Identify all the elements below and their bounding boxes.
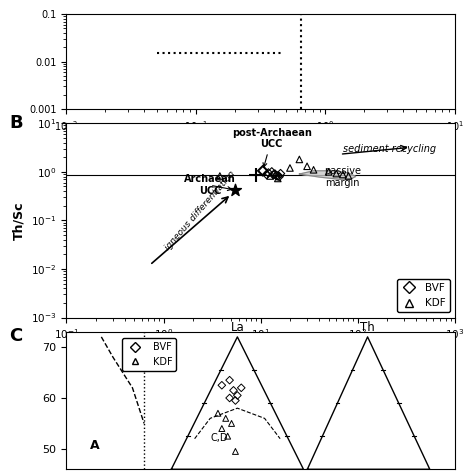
X-axis label: Nb/Y: Nb/Y: [244, 138, 277, 151]
Point: [232, 186, 239, 194]
Text: post-Archaean
UCC: post-Archaean UCC: [232, 128, 312, 167]
Point: [226, 376, 233, 384]
Legend: BVF, KDF: BVF, KDF: [397, 279, 450, 312]
Point: [232, 447, 239, 455]
Text: passive
margin: passive margin: [324, 166, 361, 188]
Point: [230, 387, 237, 394]
Point: [263, 171, 270, 178]
Y-axis label: Th/Sc: Th/Sc: [13, 201, 26, 240]
Point: [345, 172, 352, 180]
X-axis label: Zr/Sc: Zr/Sc: [243, 346, 279, 360]
Point: [226, 394, 233, 402]
Point: [259, 167, 266, 174]
Point: [222, 415, 229, 422]
Polygon shape: [300, 171, 356, 179]
Text: C: C: [9, 327, 23, 345]
Point: [237, 384, 245, 392]
Point: [339, 171, 346, 178]
Text: Archaean
UCC: Archaean UCC: [184, 174, 236, 196]
Text: La: La: [230, 321, 244, 334]
Point: [325, 168, 332, 176]
Text: Th: Th: [360, 321, 375, 334]
Point: [218, 382, 226, 389]
Point: [259, 167, 266, 174]
Legend: BVF, KDF: BVF, KDF: [122, 338, 176, 371]
Point: [266, 172, 274, 180]
Point: [228, 419, 235, 427]
Point: [273, 172, 280, 180]
Point: [216, 172, 224, 180]
Text: B: B: [9, 114, 23, 132]
Text: sediment recycling: sediment recycling: [343, 145, 436, 155]
Point: [286, 164, 294, 172]
Point: [224, 432, 231, 440]
Point: [232, 397, 239, 404]
Point: [333, 170, 340, 177]
Point: [218, 425, 226, 432]
Text: A: A: [90, 439, 100, 452]
Point: [234, 392, 241, 399]
Point: [310, 166, 318, 173]
Text: igneous differentiation: igneous differentiation: [164, 169, 237, 252]
Point: [268, 168, 275, 176]
Point: [271, 170, 279, 178]
Point: [296, 155, 303, 163]
Point: [214, 410, 222, 417]
Text: C,D: C,D: [210, 433, 228, 443]
Point: [275, 173, 283, 180]
Point: [303, 163, 311, 170]
Point: [274, 172, 282, 180]
Point: [264, 169, 272, 177]
Point: [270, 171, 277, 179]
Point: [277, 170, 284, 177]
Point: [274, 175, 282, 182]
